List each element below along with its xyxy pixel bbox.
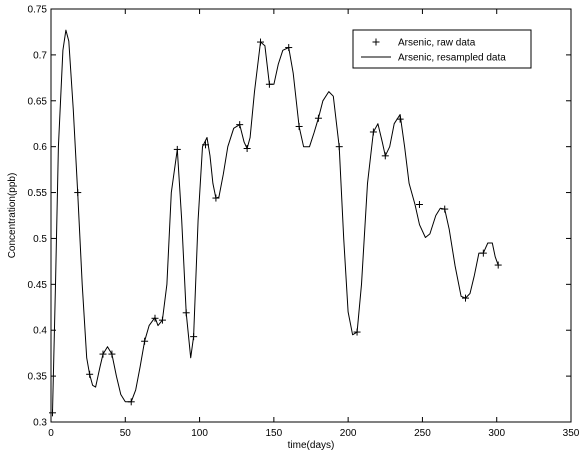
data-point-raw xyxy=(202,141,210,149)
legend-label-resampled-data: Arsenic, resampled data xyxy=(398,53,506,64)
data-point-raw xyxy=(335,143,343,151)
legend: Arsenic, raw data Arsenic, resampled dat… xyxy=(352,29,532,69)
data-point-raw xyxy=(158,316,166,324)
data-point-raw xyxy=(314,114,322,122)
y-axis-label: Concentration(ppb) xyxy=(7,173,18,259)
y-tick-label: 0.35 xyxy=(28,372,48,383)
x-tick-label: 150 xyxy=(266,428,283,439)
y-tick-label: 0.75 xyxy=(28,5,48,16)
y-tick-label: 0.45 xyxy=(28,280,48,291)
y-tick-label: 0.6 xyxy=(33,142,47,153)
legend-label-raw-data: Arsenic, raw data xyxy=(398,38,476,49)
x-tick-label: 0 xyxy=(48,428,54,439)
y-tick-label: 0.3 xyxy=(33,418,47,429)
data-point-raw xyxy=(108,350,116,358)
data-point-raw xyxy=(415,200,423,208)
data-point-raw xyxy=(190,333,198,341)
data-point-raw xyxy=(479,249,487,257)
x-tick-label: 100 xyxy=(191,428,208,439)
x-tick-label: 50 xyxy=(120,428,132,439)
data-point-raw xyxy=(369,128,377,136)
data-point-raw xyxy=(48,409,56,417)
data-point-raw xyxy=(353,328,361,336)
y-tick-label: 0.4 xyxy=(33,326,47,337)
data-point-raw xyxy=(494,261,502,269)
x-tick-label: 350 xyxy=(563,428,580,439)
data-point-raw xyxy=(462,294,470,302)
x-axis-label: time(days) xyxy=(288,440,335,451)
data-point-raw xyxy=(236,121,244,129)
data-point-raw xyxy=(396,115,404,123)
data-point-raw xyxy=(295,122,303,130)
x-tick-label: 250 xyxy=(414,428,431,439)
data-point-raw xyxy=(74,189,82,197)
data-point-raw xyxy=(127,398,135,406)
y-tick-label: 0.55 xyxy=(28,188,48,199)
data-point-raw xyxy=(86,370,94,378)
axis-ticks: 0 50 100 150 200 250 300 350 0.3 0.35 0.4 0.45 0.5 0.… xyxy=(28,5,580,440)
data-point-raw xyxy=(265,80,273,88)
data-point-raw xyxy=(141,337,149,345)
data-point-raw xyxy=(256,38,264,46)
data-point-raw xyxy=(182,309,190,317)
data-point-raw xyxy=(99,350,107,358)
y-tick-label: 0.7 xyxy=(33,50,47,61)
x-tick-label: 200 xyxy=(340,428,357,439)
legend-marker-raw-data xyxy=(372,38,380,46)
data-point-raw xyxy=(441,205,449,213)
data-point-raw xyxy=(381,152,389,160)
data-point-raw xyxy=(285,44,293,52)
y-tick-label: 0.65 xyxy=(28,96,48,107)
plot-area xyxy=(50,8,572,423)
data-point-raw xyxy=(173,145,181,153)
series-layer xyxy=(48,29,502,417)
legend-box xyxy=(352,29,532,69)
data-point-raw xyxy=(151,314,159,322)
y-tick-label: 0.5 xyxy=(33,234,47,245)
x-tick-label: 300 xyxy=(488,428,505,439)
data-point-raw xyxy=(212,194,220,202)
data-point-raw xyxy=(243,145,251,153)
